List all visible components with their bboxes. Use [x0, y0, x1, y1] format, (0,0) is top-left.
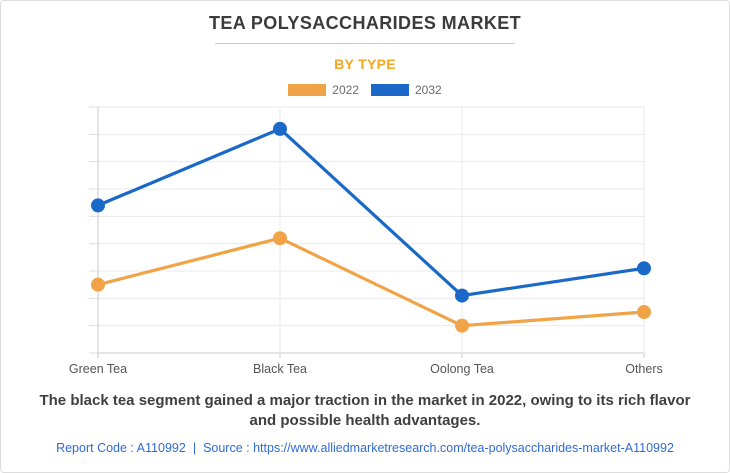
data-point-2022-Green Tea	[91, 277, 105, 292]
insight-line-2: and possible health advantages.	[249, 412, 481, 430]
chart-footer: The black tea segment gained a major tra…	[1, 391, 729, 455]
legend: 2022 2032	[1, 83, 729, 97]
data-point-2022-Others	[637, 305, 651, 319]
insight-line-1: The black tea segment gained a major tra…	[39, 392, 691, 409]
legend-item-2032: 2032	[371, 83, 442, 97]
data-point-2022-Oolong Tea	[455, 318, 469, 333]
legend-swatch-2022	[288, 84, 327, 96]
title-divider	[215, 43, 515, 44]
data-point-2022-Black Tea	[273, 231, 287, 246]
insight-text: The black tea segment gained a major tra…	[11, 391, 719, 432]
series-line-2032	[96, 127, 646, 298]
data-point-2032-Oolong Tea	[455, 288, 469, 303]
x-axis-label: Oolong Tea	[430, 362, 494, 376]
legend-label-2022: 2022	[332, 83, 359, 97]
chart-subtitle: BY TYPE	[334, 56, 396, 72]
legend-swatch-2032	[371, 84, 409, 96]
separator: |	[192, 440, 197, 455]
data-point-2032-Green Tea	[91, 198, 105, 213]
x-axis-label: Others	[625, 362, 663, 376]
x-axis-label: Black Tea	[253, 362, 307, 376]
data-point-2032-Others	[637, 261, 651, 276]
page-title: TEA POLYSACCHARIDES MARKET	[208, 13, 522, 33]
x-axis-label: Green Tea	[69, 362, 127, 376]
legend-item-2022: 2022	[288, 83, 359, 97]
report-meta: Report Code : A110992 | Source : https://w…	[1, 441, 729, 455]
source-link[interactable]: https://www.alliedmarketresearch.com/tea…	[253, 440, 674, 455]
series-line-2022	[96, 236, 646, 328]
line-chart: Green Tea Black Tea Oolong Tea Others	[69, 106, 663, 376]
report-code: Report Code : A110992	[56, 440, 186, 455]
chart-header: TEA POLYSACCHARIDES MARKET BY TYPE	[1, 13, 729, 72]
data-point-2032-Black Tea	[273, 121, 287, 136]
legend-label-2032: 2032	[415, 83, 442, 97]
source-prefix: Source :	[203, 440, 250, 455]
